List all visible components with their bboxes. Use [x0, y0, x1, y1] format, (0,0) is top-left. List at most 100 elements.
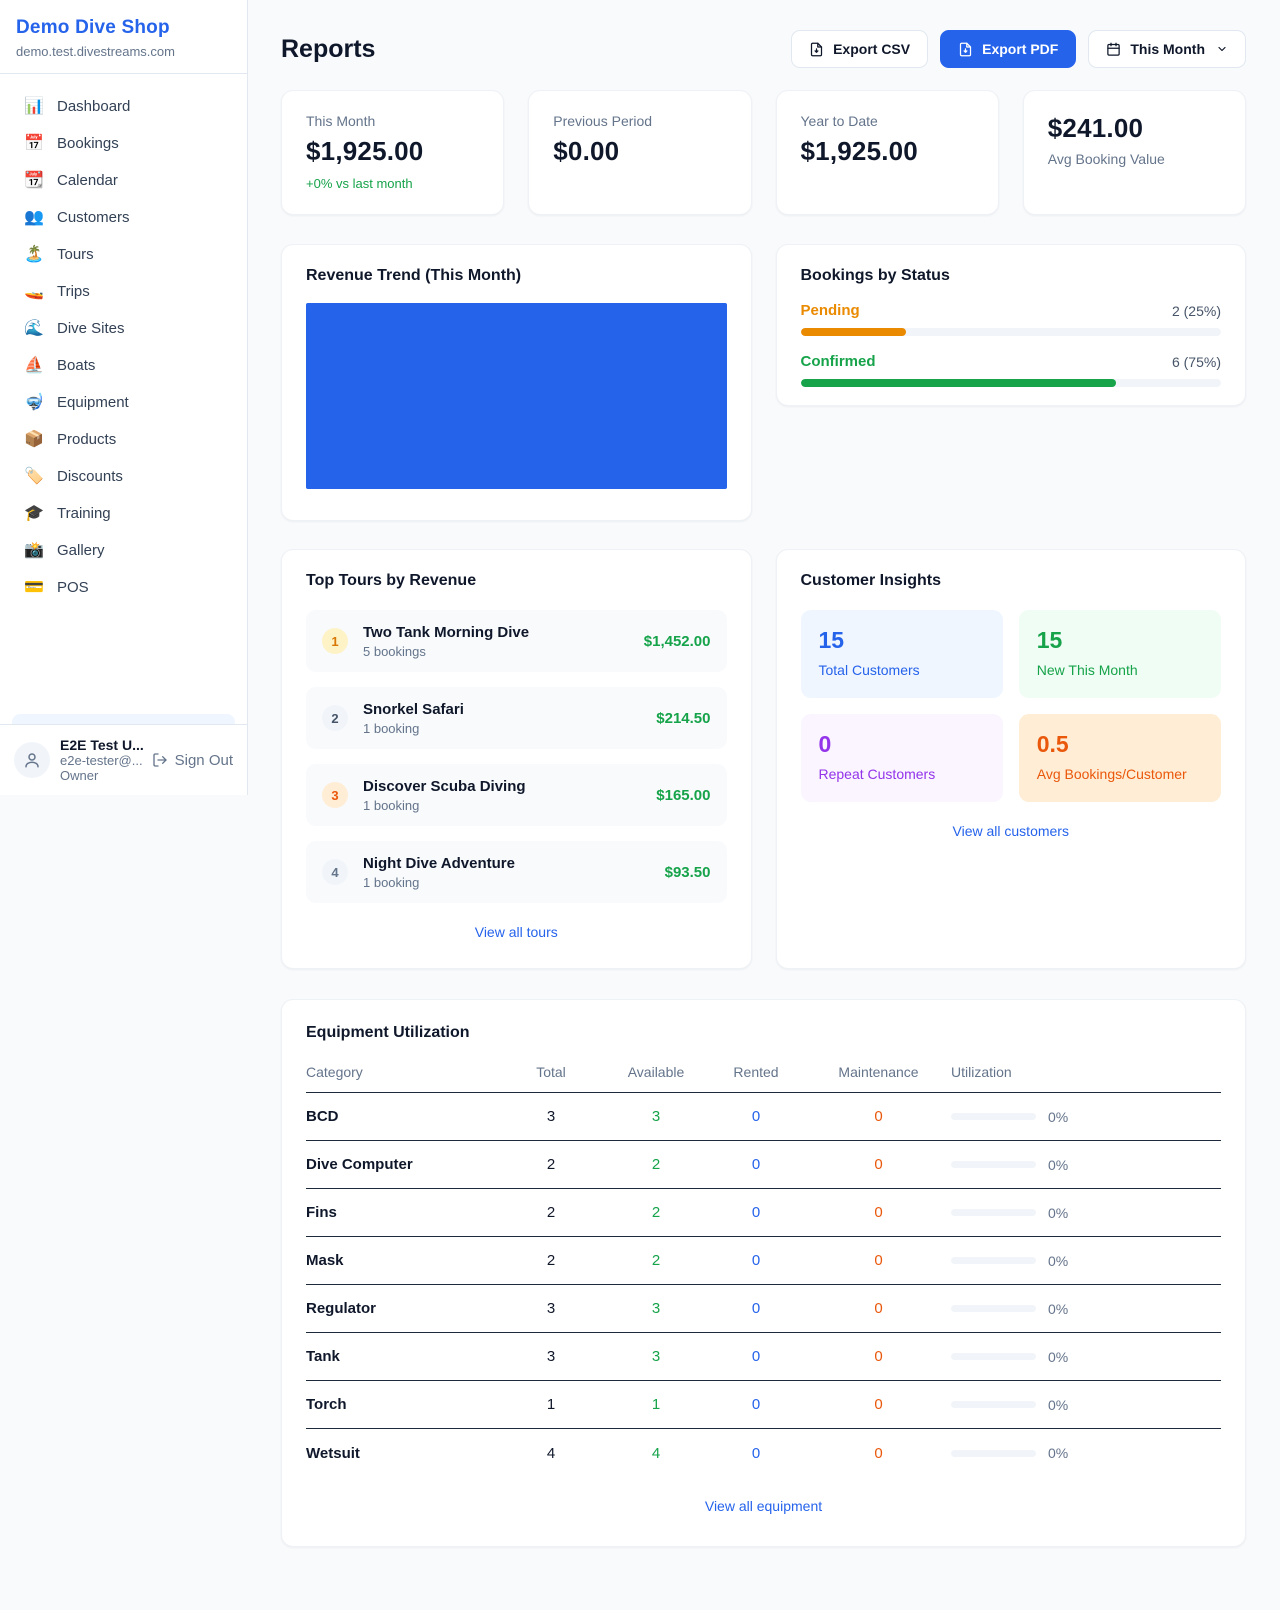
shop-domain: demo.test.divestreams.com	[16, 44, 175, 59]
equipment-category: Mask	[306, 1252, 344, 1269]
tour-name: Snorkel Safari	[363, 700, 464, 718]
tour-rank-badge: 4	[322, 859, 348, 885]
insight-tile-new-this-month: 15 New This Month	[1018, 610, 1221, 698]
sidebar-item-label: Training	[57, 505, 111, 522]
revenue-trend-card: Revenue Trend (This Month)	[281, 244, 752, 521]
tag-icon: 🏷️	[24, 467, 44, 485]
sidebar-item-boats[interactable]: ⛵ Boats	[12, 347, 235, 384]
equipment-col-category: Category	[306, 1064, 363, 1080]
avatar	[14, 742, 50, 778]
sidebar-item-discounts[interactable]: 🏷️ Discounts	[12, 458, 235, 495]
sidebar-item-customers[interactable]: 👥 Customers	[12, 199, 235, 236]
tour-name: Discover Scuba Diving	[363, 777, 526, 795]
tour-rank-badge: 3	[322, 782, 348, 808]
insight-value: 15	[1036, 627, 1063, 653]
graduation-cap-icon: 🎓	[24, 504, 44, 522]
revenue-trend-chart	[306, 303, 727, 489]
utilization-bar-track	[951, 1113, 1036, 1120]
period-dropdown[interactable]: This Month	[1088, 30, 1246, 68]
equipment-rented: 0	[751, 1444, 761, 1462]
equipment-rented: 0	[751, 1252, 761, 1269]
camera-icon: 📸	[24, 541, 44, 559]
status-count: 2 (25%)	[1171, 302, 1221, 319]
utilization-percent: 0%	[1048, 1300, 1069, 1317]
equipment-rented: 0	[751, 1204, 761, 1221]
tour-rank-badge: 1	[322, 628, 348, 654]
equipment-available: 2	[651, 1156, 661, 1173]
view-all-tours-link[interactable]: View all tours	[474, 924, 558, 940]
status-label: Confirmed	[800, 353, 876, 370]
sidebar-item-label: Tours	[57, 246, 94, 263]
sidebar-item-dive-sites[interactable]: 🌊 Dive Sites	[12, 310, 235, 347]
view-all-customers-link[interactable]: View all customers	[952, 823, 1069, 839]
equipment-category: Torch	[306, 1396, 347, 1413]
insight-label: Avg Bookings/Customer	[1036, 766, 1187, 782]
page-title: Reports	[281, 34, 376, 63]
sidebar-item-gallery[interactable]: 📸 Gallery	[12, 532, 235, 569]
equipment-col-total: Total	[536, 1064, 566, 1080]
sidebar-item-tours[interactable]: 🏝️ Tours	[12, 236, 235, 273]
sidebar-item-label: Bookings	[57, 135, 119, 152]
status-label: Pending	[800, 302, 860, 319]
revenue-trend-title: Revenue Trend (This Month)	[306, 267, 522, 284]
utilization-percent: 0%	[1048, 1156, 1069, 1173]
sidebar-nav: 📊 Dashboard 📅 Bookings 📆 Calendar 👥 Cust…	[0, 74, 247, 714]
page-header: Reports Export CSV Export PDF This Month	[281, 30, 1246, 68]
status-progress-track	[800, 328, 1221, 336]
sidebar-item-calendar[interactable]: 📆 Calendar	[12, 162, 235, 199]
sidebar-item-label: Gallery	[57, 542, 105, 559]
equipment-row-dive-computer: Dive Computer 2 2 0 0 0%	[306, 1141, 1221, 1189]
insight-label: Total Customers	[818, 662, 920, 678]
view-all-equipment-link[interactable]: View all equipment	[704, 1498, 823, 1514]
sidebar-item-pos[interactable]: 💳 POS	[12, 569, 235, 606]
stat-value: $241.00	[1047, 113, 1144, 143]
utilization-percent: 0%	[1048, 1348, 1069, 1365]
equipment-category: Wetsuit	[306, 1444, 360, 1462]
equipment-maintenance: 0	[874, 1204, 883, 1221]
utilization-bar-track	[951, 1161, 1036, 1168]
sidebar: Demo Dive Shop demo.test.divestreams.com…	[0, 0, 248, 795]
sidebar-item-label: Calendar	[57, 172, 118, 189]
tour-rank-badge: 2	[322, 705, 348, 731]
stat-card-previous-period: Previous Period $0.00	[528, 90, 752, 215]
sidebar-item-training[interactable]: 🎓 Training	[12, 495, 235, 532]
equipment-row-torch: Torch 1 1 0 0 0%	[306, 1381, 1221, 1429]
insight-tile-total-customers: 15 Total Customers	[800, 610, 1003, 698]
insight-value: 0	[818, 731, 832, 757]
sidebar-item-active-partial[interactable]	[12, 714, 235, 724]
sidebar-item-label: Customers	[57, 209, 130, 226]
sidebar-item-dashboard[interactable]: 📊 Dashboard	[12, 88, 235, 125]
calendar-date-icon: 📅	[24, 134, 44, 152]
sidebar-item-label: Dive Sites	[57, 320, 125, 337]
charts-row: Revenue Trend (This Month) Bookings by S…	[281, 244, 1246, 521]
sidebar-item-products[interactable]: 📦 Products	[12, 421, 235, 458]
user-role: Owner	[60, 768, 99, 783]
lists-row: Top Tours by Revenue 1 Two Tank Morning …	[281, 549, 1246, 969]
equipment-rented: 0	[751, 1348, 761, 1365]
export-pdf-button[interactable]: Export PDF	[940, 30, 1077, 68]
sidebar-item-label: Boats	[57, 357, 96, 374]
tour-name: Night Dive Adventure	[363, 854, 515, 872]
sidebar-item-trips[interactable]: 🚤 Trips	[12, 273, 235, 310]
equipment-category: Fins	[306, 1204, 337, 1221]
sign-out-button[interactable]: Sign Out	[152, 752, 233, 769]
equipment-total: 3	[546, 1300, 556, 1317]
top-tours-title: Top Tours by Revenue	[306, 572, 477, 589]
equipment-category: BCD	[306, 1108, 339, 1125]
stat-value: $0.00	[553, 136, 620, 166]
equipment-maintenance: 0	[874, 1252, 883, 1269]
island-icon: 🏝️	[24, 245, 44, 263]
export-csv-button[interactable]: Export CSV	[791, 30, 929, 68]
shop-name: Demo Dive Shop	[16, 17, 170, 38]
insight-tiles: 15 Total Customers 15 New This Month 0 R…	[800, 610, 1221, 802]
status-progress-fill	[800, 328, 906, 336]
bookings-by-status-title: Bookings by Status	[800, 267, 950, 284]
equipment-total: 2	[546, 1252, 556, 1269]
sidebar-item-bookings[interactable]: 📅 Bookings	[12, 125, 235, 162]
sidebar-item-equipment[interactable]: 🤿 Equipment	[12, 384, 235, 421]
logout-icon	[152, 753, 167, 767]
equipment-available: 3	[651, 1348, 661, 1365]
utilization-percent: 0%	[1048, 1204, 1069, 1221]
tour-revenue: $214.50	[656, 709, 711, 727]
equipment-col-available: Available	[627, 1064, 685, 1080]
